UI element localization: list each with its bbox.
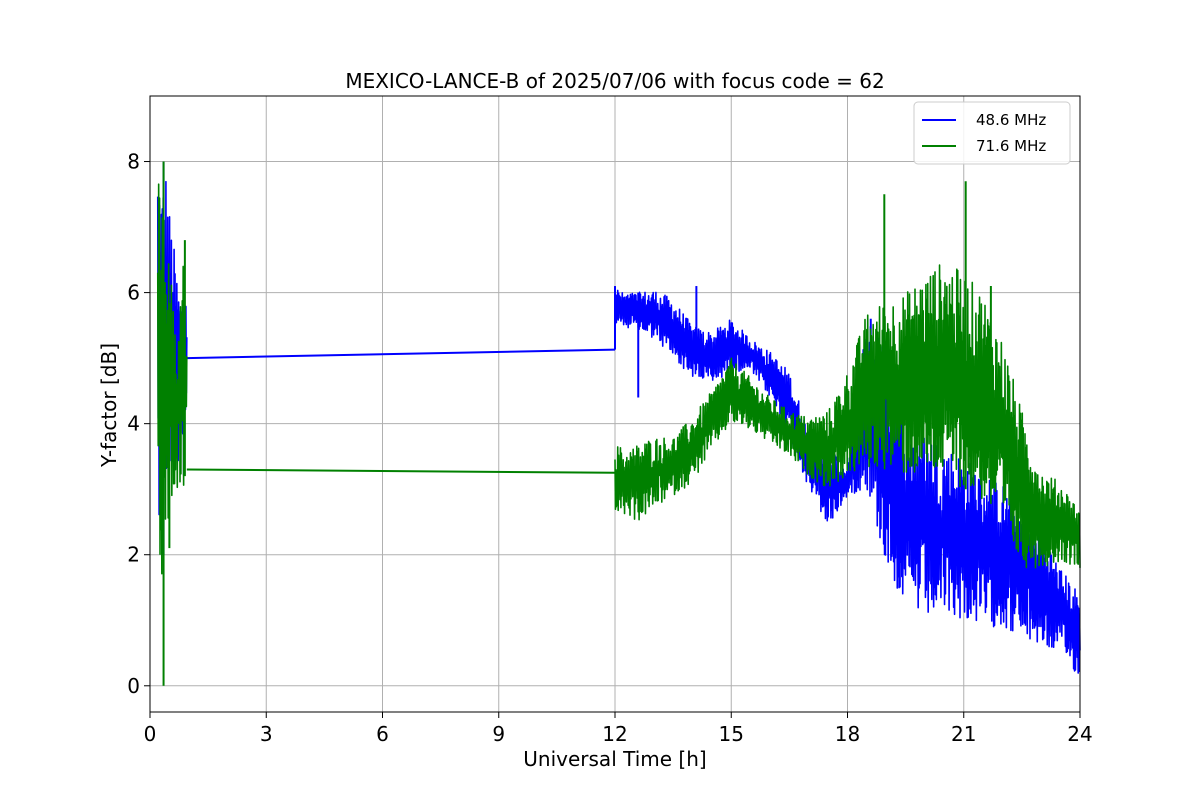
legend-label: 71.6 MHz — [976, 137, 1046, 155]
x-tick-label: 9 — [492, 722, 505, 746]
legend: 48.6 MHz 71.6 MHz — [913, 101, 1071, 165]
x-tick-label: 3 — [260, 722, 273, 746]
x-tick-label: 24 — [1067, 722, 1092, 746]
series-0-trace — [614, 289, 1081, 674]
y-tick-label: 0 — [127, 674, 140, 698]
x-tick-label: 6 — [376, 722, 389, 746]
chart-title: MEXICO-LANCE-B of 2025/07/06 with focus … — [345, 69, 884, 93]
y-tick-label: 6 — [127, 281, 140, 305]
x-tick-label: 18 — [835, 722, 860, 746]
y-tick-label: 4 — [127, 412, 140, 436]
series-1 — [156, 161, 1081, 686]
x-tick-label: 15 — [719, 722, 744, 746]
series-1-connector — [186, 468, 616, 474]
x-tick-label: 21 — [951, 722, 976, 746]
x-tick-label: 0 — [144, 722, 157, 746]
y-axis-label: Y-factor [dB] — [97, 343, 121, 468]
x-axis-label: Universal Time [h] — [523, 747, 706, 771]
series-0-connector — [186, 348, 616, 360]
y-tick-label: 8 — [127, 150, 140, 174]
y-tick-label: 2 — [127, 543, 140, 567]
legend-label: 48.6 MHz — [976, 111, 1046, 129]
legend-box — [913, 101, 1071, 165]
plot-data — [156, 161, 1081, 686]
x-tick-label: 12 — [602, 722, 627, 746]
series-1-trace — [614, 264, 1081, 569]
